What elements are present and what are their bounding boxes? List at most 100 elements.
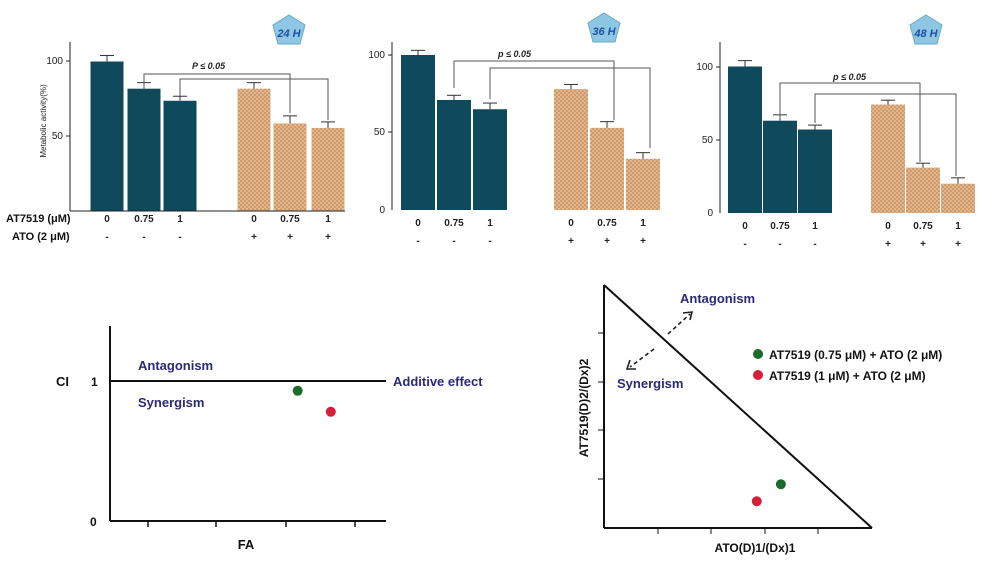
bars (401, 49, 660, 210)
y-tick-label: 50 (374, 127, 386, 138)
x-tick-label: 0 (742, 221, 748, 232)
x-axis-title: FA (238, 537, 255, 552)
isobole-line (603, 284, 873, 529)
ato-signs: - - - + + + (105, 232, 331, 243)
bar-control (473, 109, 507, 210)
significance-label: p ≤ 0.05 (497, 49, 532, 59)
ato-sign: - (105, 232, 108, 243)
legend-marker-red (753, 370, 763, 380)
error-bar (951, 177, 965, 184)
x-tick-label: 0.75 (770, 221, 790, 232)
bar-combination (590, 127, 624, 210)
direction-arrow-synergism (625, 348, 655, 370)
bar-chart-24h: Metabolic activity(%) 100 50 P ≤ 0.05 24… (6, 14, 345, 243)
x-ticks (657, 528, 819, 534)
error-bar (564, 83, 578, 90)
significance-label: P ≤ 0.05 (192, 61, 226, 71)
x-tick-label: 0 (415, 218, 421, 229)
time-badge-label: 24 H (276, 28, 301, 40)
data-point-red (751, 496, 762, 507)
isobologram-plot: AT7519(D)2/(Dx)2 ATO(D)1/(Dx)1 Antagonis… (577, 284, 942, 555)
antagonism-label: Antagonism (138, 358, 213, 373)
bar-control (798, 129, 832, 213)
bar-combination (871, 104, 905, 213)
x-tick-label: 1 (640, 218, 646, 229)
time-badge: 48 H (909, 14, 943, 45)
bar-control (437, 99, 471, 210)
significance-bracket (779, 82, 957, 176)
x-tick-label: 1 (325, 214, 331, 225)
ato-sign: + (568, 236, 574, 247)
synergism-label: Synergism (138, 395, 204, 410)
category-labels: 0 0.75 1 0 0.75 1 (104, 214, 331, 225)
x-tick-label: 1 (955, 221, 961, 232)
bar-combination (626, 158, 660, 210)
ato-sign: + (604, 236, 610, 247)
y-tick-label: 50 (702, 135, 714, 146)
ato-sign: + (325, 232, 331, 243)
y-axis-title: AT7519(D)2/(Dx)2 (577, 358, 591, 457)
bar-control (90, 61, 124, 212)
bar-combination (941, 183, 975, 213)
significance-bracket (453, 60, 651, 148)
significance-label: p ≤ 0.05 (832, 72, 867, 82)
error-bar (881, 99, 895, 105)
x-axis-title: ATO(D)1/(Dx)1 (715, 541, 796, 555)
error-bar (808, 124, 822, 130)
row-label-at7519: AT7519 (μM) (6, 213, 71, 225)
ato-sign: - (743, 239, 746, 250)
ato-signs: - - - + + + (743, 239, 961, 250)
ato-sign: - (813, 239, 816, 250)
legend: AT7519 (0.75 μM) + ATO (2 μM) AT7519 (1 … (753, 348, 942, 383)
ato-sign: + (251, 232, 257, 243)
bar-combination (273, 123, 307, 211)
x-tick-label: 0.75 (913, 221, 933, 232)
data-point-green (775, 479, 786, 490)
x-tick-label: 1 (812, 221, 818, 232)
y-tick-label: 0 (707, 208, 713, 219)
antagonism-label: Antagonism (680, 291, 755, 306)
bar-chart-36h: 100 50 0 p ≤ 0.05 36 H 0 0.75 1 0 0.75 1 - - - +… (368, 12, 660, 247)
bar-combination (311, 127, 345, 211)
y-axis-title: Metabolic activity(%) (39, 84, 48, 158)
legend-label: AT7519 (1 μM) + ATO (2 μM) (769, 369, 926, 383)
x-tick-label: 0 (104, 214, 110, 225)
error-bar (321, 121, 335, 128)
y-tick-label: 0 (90, 515, 97, 529)
time-badge: 36 H (587, 12, 621, 43)
error-bar (283, 115, 297, 124)
bar-control (127, 88, 161, 211)
x-tick-label: 0 (885, 221, 891, 232)
error-bar (738, 60, 752, 67)
x-tick-label: 0.75 (134, 214, 154, 225)
x-tick-label: 0.75 (444, 218, 464, 229)
error-bar (600, 121, 614, 128)
ato-sign: + (955, 239, 961, 250)
error-bar (483, 102, 497, 110)
ato-sign: - (778, 239, 781, 250)
ato-sign: - (488, 236, 491, 247)
time-badge: 24 H (272, 14, 306, 45)
y-tick-label: 100 (368, 50, 385, 61)
row-label-ato: ATO (2 μM) (12, 231, 70, 243)
ato-sign: - (142, 232, 145, 243)
x-tick-label: 0.75 (280, 214, 300, 225)
bars (728, 60, 975, 213)
significance-bracket (143, 73, 329, 120)
ato-sign: - (416, 236, 419, 247)
y-tick-label: 100 (696, 62, 713, 73)
synergism-label: Synergism (617, 376, 683, 391)
x-tick-label: 1 (487, 218, 493, 229)
ato-sign: + (640, 236, 646, 247)
data-point-red (325, 406, 336, 417)
ato-sign: - (178, 232, 181, 243)
category-labels: 0 0.75 1 0 0.75 1 (415, 218, 646, 229)
y-ticks (598, 332, 604, 480)
error-bar (636, 152, 650, 159)
x-tick-label: 0 (251, 214, 257, 225)
error-bar (100, 54, 114, 62)
bar-combination (237, 88, 271, 211)
error-bar (173, 95, 187, 101)
additive-effect-label: Additive effect (393, 374, 483, 389)
